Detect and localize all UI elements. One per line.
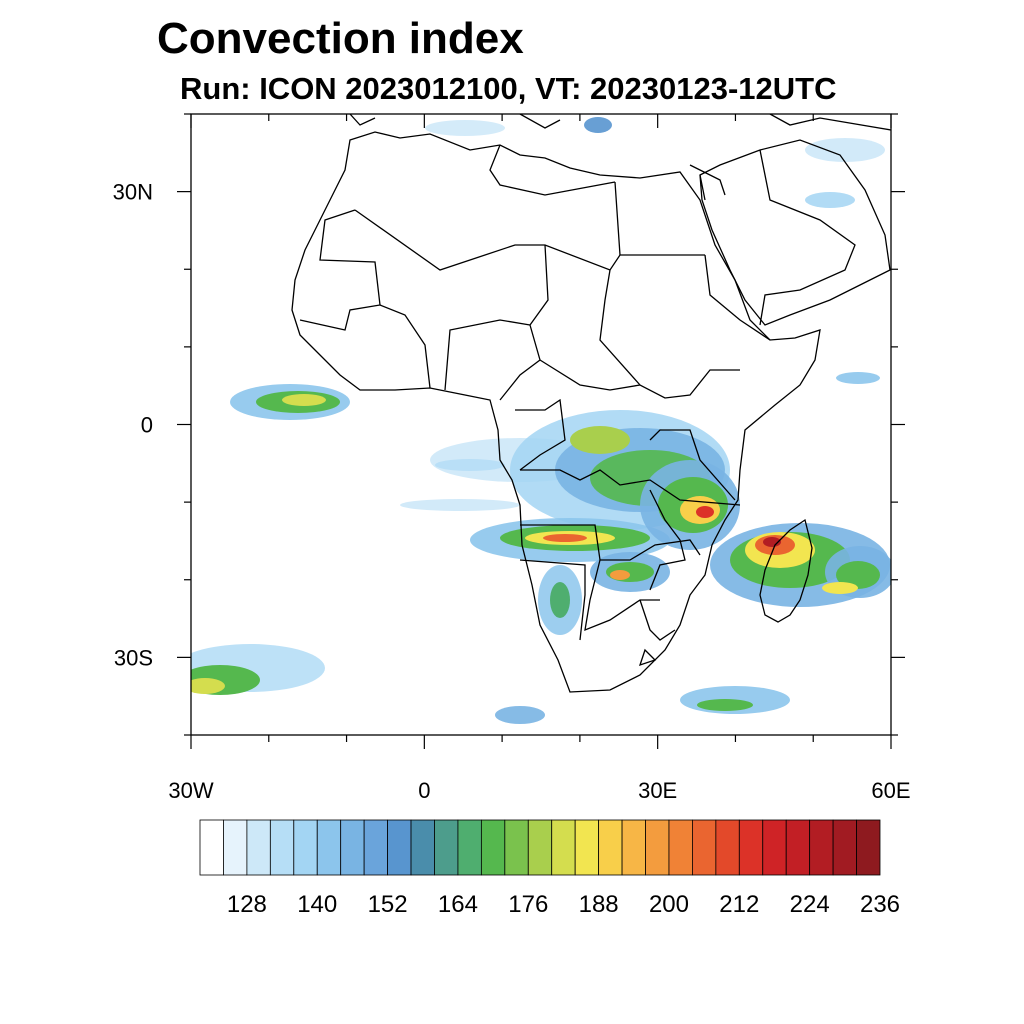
colorbar-label: 128 <box>227 891 267 918</box>
field-blob <box>495 706 545 724</box>
field-blob <box>435 459 505 471</box>
plot-frame <box>190 113 892 736</box>
colorbar-label: 188 <box>579 891 619 918</box>
field-blob <box>191 678 225 694</box>
colorbar-swatch <box>809 819 834 876</box>
colorbar-swatch <box>246 819 271 876</box>
x-tick-label: 30W <box>168 778 213 803</box>
colorbar-swatch <box>269 819 295 876</box>
colorbar-swatch <box>199 819 224 876</box>
y-tick-label: 30N <box>113 180 153 205</box>
africa-coastline <box>291 131 821 693</box>
field-blob <box>696 506 714 518</box>
y-tick-label: 30S <box>114 645 153 670</box>
border <box>759 149 856 326</box>
border <box>519 559 660 641</box>
x-tick-label: 0 <box>418 778 430 803</box>
field-blob <box>763 537 781 547</box>
border <box>638 599 676 667</box>
colorbar-swatch <box>621 819 646 876</box>
colorbar-swatch <box>457 819 482 876</box>
colorbar-swatch <box>598 819 623 876</box>
colorbar-label: 224 <box>790 891 830 918</box>
colorbar-swatch <box>480 819 506 876</box>
field-blob <box>805 138 885 162</box>
field-blob <box>836 372 880 384</box>
field-blob <box>400 499 520 511</box>
madagascar-coastline <box>759 518 813 623</box>
colorbar-swatch <box>738 819 764 876</box>
border <box>299 209 381 331</box>
colorbar-swatch <box>762 819 787 876</box>
field-blob <box>805 192 855 208</box>
axis-tick-labels: 30W 0 30E 60E 30N 0 30S <box>113 180 911 803</box>
colorbar-swatch <box>223 819 248 876</box>
y-tick-label: 0 <box>141 413 153 438</box>
colorbar-swatch <box>785 819 811 876</box>
border <box>599 254 771 386</box>
border <box>689 164 726 201</box>
border <box>649 489 686 591</box>
colorbar-swatch <box>715 819 740 876</box>
colorbar-label: 212 <box>719 891 759 918</box>
field-blob <box>550 582 570 618</box>
colorbar-label: 200 <box>649 891 689 918</box>
axis-ticks <box>177 113 905 749</box>
colorbar-swatch <box>574 819 600 876</box>
border <box>354 209 705 271</box>
field-blob <box>697 699 753 711</box>
colorbar-swatch <box>856 819 881 876</box>
colorbar-swatch <box>832 819 857 876</box>
border <box>520 524 701 561</box>
colorbar-label: 236 <box>860 891 900 918</box>
x-tick-label: 60E <box>871 778 910 803</box>
colorbar-label: 140 <box>297 891 337 918</box>
border <box>649 429 736 501</box>
border <box>379 304 531 391</box>
border <box>489 144 616 196</box>
colorbar-swatch <box>293 819 318 876</box>
europe-coastline <box>349 114 891 131</box>
colorbar <box>199 819 881 876</box>
colorbar-swatch <box>410 819 435 876</box>
field-blob <box>610 570 630 580</box>
colorbar-swatch <box>504 819 529 876</box>
colorbar-swatch <box>340 819 365 876</box>
border <box>515 398 566 471</box>
field-blob <box>822 582 858 594</box>
colorbar-label: 164 <box>438 891 478 918</box>
colorbar-labels: 128 140 152 164 176 188 200 212 224 236 <box>227 891 900 918</box>
field-blob <box>282 394 326 406</box>
field-blob <box>836 561 880 589</box>
colorbar-swatch <box>387 819 412 876</box>
field-blob <box>543 534 587 542</box>
colorbar-swatch <box>316 819 342 876</box>
colorbar-swatch <box>692 819 717 876</box>
colorbar-label: 176 <box>508 891 548 918</box>
border <box>499 181 621 401</box>
field-blob <box>584 117 612 133</box>
colorbar-swatch <box>527 819 553 876</box>
field-blob <box>425 120 505 136</box>
colorbar-label: 152 <box>368 891 408 918</box>
chart-title: Convection index <box>157 14 524 63</box>
border <box>539 359 740 399</box>
arabia-coastline <box>699 139 891 326</box>
coastlines <box>291 114 891 693</box>
chart-subtitle: Run: ICON 2023012100, VT: 20230123-12UTC <box>180 71 837 106</box>
border <box>520 469 741 506</box>
x-tick-label: 30E <box>638 778 677 803</box>
colorbar-swatch <box>645 819 670 876</box>
colorbar-swatch <box>434 819 459 876</box>
convection-field <box>191 117 891 724</box>
colorbar-swatch <box>668 819 693 876</box>
colorbar-swatch <box>363 819 388 876</box>
colorbar-swatch <box>551 819 576 876</box>
field-blob <box>570 426 630 454</box>
